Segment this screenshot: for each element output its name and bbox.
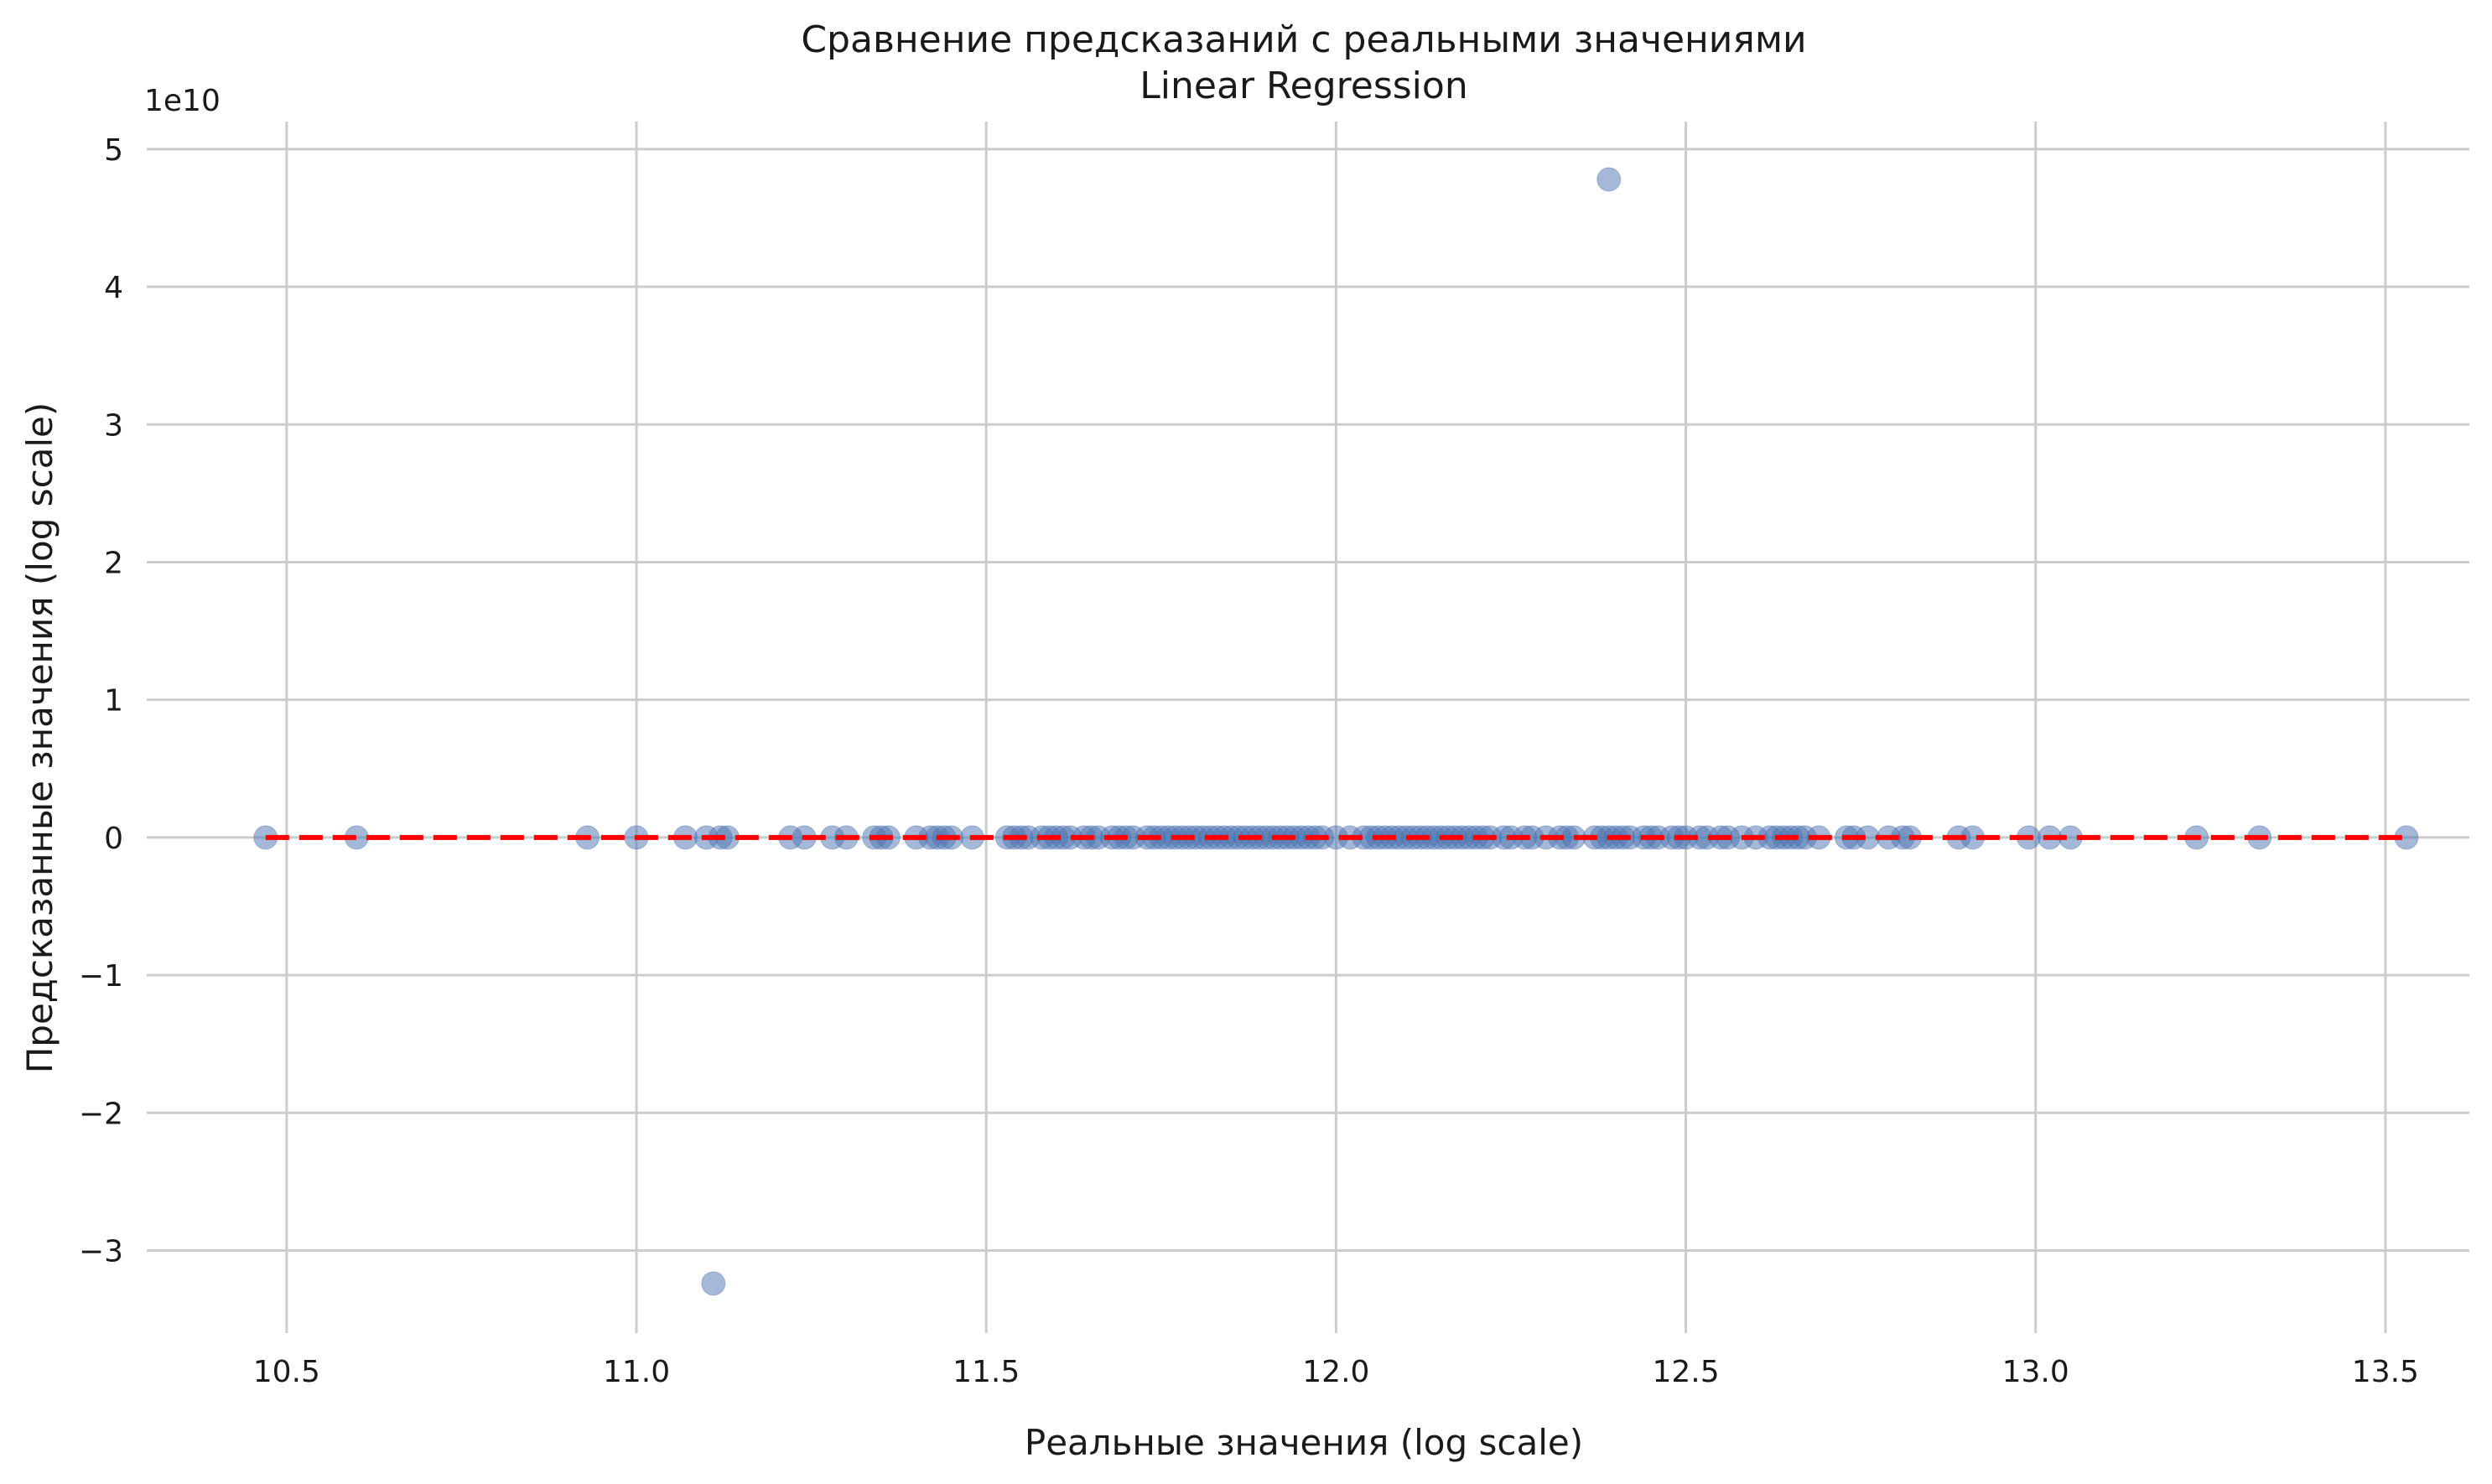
y-tick-label: 1	[104, 684, 123, 719]
x-tick-label: 11.5	[953, 1355, 1020, 1389]
grid	[147, 122, 2469, 1333]
y-tick-label: 0	[104, 822, 123, 856]
y-tick-label: −2	[79, 1097, 123, 1131]
x-tick-label: 12.0	[1302, 1355, 1369, 1389]
y-tick-label: 5	[104, 133, 123, 168]
x-tick-label: 10.5	[253, 1355, 320, 1389]
x-tick-label: 12.5	[1652, 1355, 1719, 1389]
x-axis-label: Реальные значения (log scale)	[1025, 1422, 1583, 1463]
y-offset-label: 1e10	[144, 84, 221, 118]
y-tick-label: −1	[79, 959, 123, 994]
data-point-outlier	[1596, 167, 1622, 192]
y-tick-label: −3	[79, 1234, 123, 1269]
chart-title: Сравнение предсказаний с реальными значе…	[801, 18, 1806, 61]
y-tick-label: 4	[104, 271, 123, 305]
y-tick-labels: −3 −2 −1 0 1 2 3 4 5	[79, 133, 123, 1269]
data-point-outlier	[701, 1271, 726, 1296]
chart-subtitle: Linear Regression	[1140, 65, 1467, 107]
x-tick-label: 11.0	[603, 1355, 670, 1389]
x-tick-labels: 10.5 11.0 11.5 12.0 12.5 13.0 13.5	[253, 1355, 2419, 1389]
y-axis-label: Предсказанные значения (log scale)	[19, 402, 60, 1074]
x-tick-label: 13.5	[2352, 1355, 2419, 1389]
x-tick-label: 13.0	[2002, 1355, 2069, 1389]
y-tick-label: 3	[104, 408, 123, 443]
y-tick-label: 2	[104, 546, 123, 580]
